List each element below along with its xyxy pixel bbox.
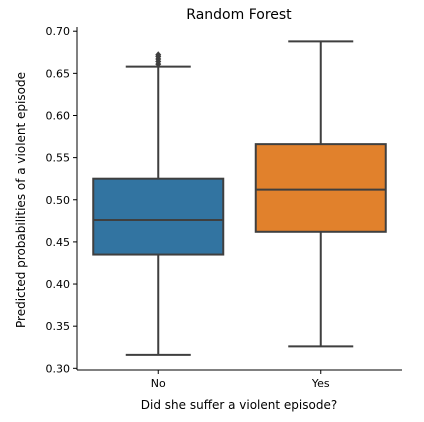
outlier-point (155, 51, 162, 59)
y-tick-label: 0.30 (46, 362, 71, 375)
x-axis-label: Did she suffer a violent episode? (141, 398, 337, 412)
y-tick-label: 0.35 (46, 320, 71, 333)
box-no (92, 177, 225, 256)
y-tick-label: 0.70 (46, 25, 71, 38)
y-tick-label: 0.60 (46, 109, 71, 122)
plot-area: 0.30 0.35 0.40 0.45 0.50 0.55 0.60 0.65 0.70 No Ye… (46, 25, 402, 390)
box-yes (254, 143, 387, 233)
y-tick-label: 0.45 (46, 236, 71, 249)
x-tick-label: No (151, 377, 166, 390)
x-tick-label: Yes (311, 377, 330, 390)
y-tick-label: 0.55 (46, 152, 71, 165)
y-tick-label: 0.65 (46, 67, 71, 80)
y-tick-label: 0.40 (46, 278, 71, 291)
chart-title: Random Forest (186, 7, 292, 23)
y-tick-label: 0.50 (46, 194, 71, 207)
y-axis-label: Predicted probabilities of a violent epi… (14, 72, 28, 328)
